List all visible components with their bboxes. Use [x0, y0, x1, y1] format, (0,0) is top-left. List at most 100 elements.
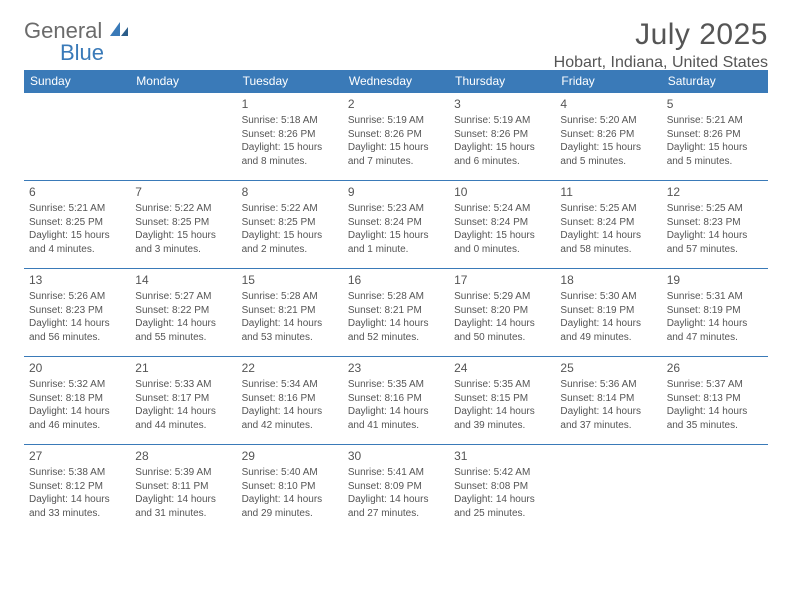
- daylight-label: Daylight:: [135, 406, 177, 417]
- sunrise-line: Sunrise: 5:21 AM: [667, 114, 763, 128]
- sunrise-value: 5:18 AM: [281, 115, 318, 126]
- day-number: 5: [667, 96, 763, 112]
- daylight-line: Daylight: 15 hours and 5 minutes.: [560, 141, 656, 168]
- weekday-header: Tuesday: [237, 70, 343, 93]
- sunset-value: 8:26 PM: [278, 129, 315, 140]
- header-bar: General July 2025 Hobart, Indiana, Unite…: [24, 18, 768, 72]
- sunset-line: Sunset: 8:12 PM: [29, 480, 125, 494]
- sunset-label: Sunset:: [242, 129, 279, 140]
- sunset-value: 8:19 PM: [703, 305, 740, 316]
- sunrise-label: Sunrise:: [560, 291, 599, 302]
- sunrise-value: 5:36 AM: [600, 379, 637, 390]
- daylight-label: Daylight:: [348, 230, 390, 241]
- calendar-day-cell: 28Sunrise: 5:39 AMSunset: 8:11 PMDayligh…: [130, 445, 236, 533]
- sunrise-label: Sunrise:: [29, 379, 68, 390]
- calendar-day-cell: 5 Sunrise: 5:21 AMSunset: 8:26 PMDaylight…: [662, 93, 768, 181]
- calendar-day-cell: 14Sunrise: 5:27 AMSunset: 8:22 PMDayligh…: [130, 269, 236, 357]
- calendar-day-cell: 7Sunrise: 5:22 AMSunset: 8:25 PMDaylight…: [130, 181, 236, 269]
- daylight-line: Daylight: 15 hours and 3 minutes.: [135, 229, 231, 256]
- sunrise-line: Sunrise: 5:37 AM: [667, 378, 763, 392]
- daylight-label: Daylight:: [242, 230, 284, 241]
- daylight-line: Daylight: 14 hours and 47 minutes.: [667, 317, 763, 344]
- sunrise-label: Sunrise:: [667, 379, 706, 390]
- day-number: 21: [135, 360, 231, 376]
- sunset-line: Sunset: 8:24 PM: [348, 216, 444, 230]
- calendar-body: 1Sunrise: 5:18 AMSunset: 8:26 PMDaylight…: [24, 93, 768, 533]
- sunset-label: Sunset:: [348, 129, 385, 140]
- sunset-label: Sunset:: [242, 393, 279, 404]
- sunset-label: Sunset:: [348, 305, 385, 316]
- sunset-line: Sunset: 8:23 PM: [667, 216, 763, 230]
- sunrise-value: 5:28 AM: [387, 291, 424, 302]
- logo-text-blue: Blue: [60, 40, 104, 65]
- day-number: 15: [242, 272, 338, 288]
- sunrise-value: 5:28 AM: [281, 291, 318, 302]
- sunset-line: Sunset: 8:26 PM: [667, 128, 763, 142]
- daylight-label: Daylight:: [348, 406, 390, 417]
- sunset-line: Sunset: 8:16 PM: [348, 392, 444, 406]
- sunrise-line: Sunrise: 5:30 AM: [560, 290, 656, 304]
- daylight-line: Daylight: 14 hours and 56 minutes.: [29, 317, 125, 344]
- calendar-row: 1Sunrise: 5:18 AMSunset: 8:26 PMDaylight…: [24, 93, 768, 181]
- sunrise-line: Sunrise: 5:19 AM: [348, 114, 444, 128]
- calendar-day-cell: 2Sunrise: 5:19 AMSunset: 8:26 PMDaylight…: [343, 93, 449, 181]
- sunset-line: Sunset: 8:24 PM: [454, 216, 550, 230]
- sunset-value: 8:21 PM: [278, 305, 315, 316]
- daylight-line: Daylight: 15 hours and 5 minutes.: [667, 141, 763, 168]
- daylight-line: Daylight: 14 hours and 41 minutes.: [348, 405, 444, 432]
- daylight-label: Daylight:: [135, 318, 177, 329]
- day-number: 8: [242, 184, 338, 200]
- sunset-value: 8:10 PM: [278, 481, 315, 492]
- daylight-label: Daylight:: [560, 406, 602, 417]
- sunrise-line: Sunrise: 5:26 AM: [29, 290, 125, 304]
- day-number: 27: [29, 448, 125, 464]
- daylight-label: Daylight:: [454, 230, 496, 241]
- sunrise-line: Sunrise: 5:22 AM: [135, 202, 231, 216]
- sunset-value: 8:24 PM: [385, 217, 422, 228]
- sunrise-value: 5:41 AM: [387, 467, 424, 478]
- sunrise-value: 5:34 AM: [281, 379, 318, 390]
- daylight-line: Daylight: 15 hours and 7 minutes.: [348, 141, 444, 168]
- day-number: 18: [560, 272, 656, 288]
- sunrise-value: 5:42 AM: [494, 467, 531, 478]
- sunset-label: Sunset:: [348, 481, 385, 492]
- sunrise-value: 5:23 AM: [387, 203, 424, 214]
- sunrise-line: Sunrise: 5:25 AM: [667, 202, 763, 216]
- sunset-value: 8:26 PM: [385, 129, 422, 140]
- sunset-line: Sunset: 8:15 PM: [454, 392, 550, 406]
- sunrise-label: Sunrise:: [348, 291, 387, 302]
- sunset-value: 8:22 PM: [172, 305, 209, 316]
- sunrise-line: Sunrise: 5:24 AM: [454, 202, 550, 216]
- sunset-value: 8:17 PM: [172, 393, 209, 404]
- daylight-line: Daylight: 14 hours and 44 minutes.: [135, 405, 231, 432]
- calendar-day-cell: 24Sunrise: 5:35 AMSunset: 8:15 PMDayligh…: [449, 357, 555, 445]
- sunrise-label: Sunrise:: [135, 291, 174, 302]
- sunset-label: Sunset:: [560, 129, 597, 140]
- day-number: 20: [29, 360, 125, 376]
- sunrise-line: Sunrise: 5:28 AM: [348, 290, 444, 304]
- sunset-line: Sunset: 8:26 PM: [454, 128, 550, 142]
- sunset-value: 8:11 PM: [172, 481, 209, 492]
- sunrise-value: 5:40 AM: [281, 467, 318, 478]
- sunrise-label: Sunrise:: [242, 467, 281, 478]
- weekday-header-row: SundayMondayTuesdayWednesdayThursdayFrid…: [24, 70, 768, 93]
- sunset-line: Sunset: 8:21 PM: [348, 304, 444, 318]
- sunrise-value: 5:21 AM: [706, 115, 743, 126]
- logo-sail-icon: [108, 20, 130, 43]
- daylight-line: Daylight: 15 hours and 8 minutes.: [242, 141, 338, 168]
- sunrise-label: Sunrise:: [454, 467, 493, 478]
- day-number: 12: [667, 184, 763, 200]
- day-number: 23: [348, 360, 444, 376]
- daylight-label: Daylight:: [560, 230, 602, 241]
- daylight-label: Daylight:: [454, 406, 496, 417]
- daylight-line: Daylight: 14 hours and 46 minutes.: [29, 405, 125, 432]
- sunrise-label: Sunrise:: [560, 203, 599, 214]
- sunset-line: Sunset: 8:25 PM: [29, 216, 125, 230]
- sunset-line: Sunset: 8:10 PM: [242, 480, 338, 494]
- sunset-label: Sunset:: [560, 305, 597, 316]
- daylight-label: Daylight:: [454, 142, 496, 153]
- sunrise-line: Sunrise: 5:32 AM: [29, 378, 125, 392]
- daylight-line: Daylight: 14 hours and 31 minutes.: [135, 493, 231, 520]
- weekday-header: Friday: [555, 70, 661, 93]
- calendar-day-cell: 30Sunrise: 5:41 AMSunset: 8:09 PMDayligh…: [343, 445, 449, 533]
